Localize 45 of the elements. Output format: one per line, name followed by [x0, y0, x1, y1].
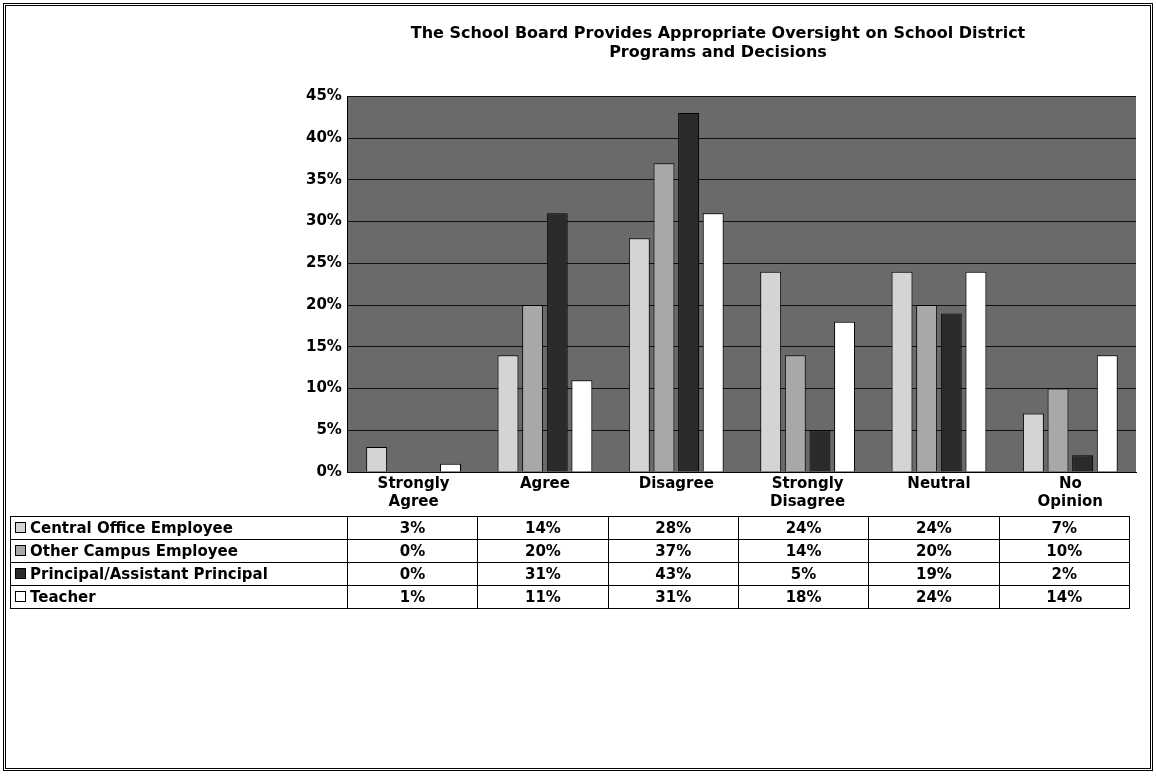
y-tick-label: 40% [306, 128, 342, 147]
x-tick-label: Agree [519, 473, 570, 492]
y-tick-label: 15% [306, 336, 342, 355]
x-tick-label: Strongly Agree [377, 473, 450, 510]
y-tick-label: 10% [306, 378, 342, 397]
y-tick-label: 20% [306, 294, 342, 313]
chart-title: The School Board Provides Appropriate Oversight on School District Programs and Decisions [410, 22, 1026, 61]
y-tick-label: 5% [316, 420, 342, 439]
data-label: 24% [868, 516, 1000, 540]
y-tick-label: 0% [316, 461, 342, 480]
data-label: 1% [347, 585, 478, 609]
data-label: 5% [738, 562, 869, 586]
legend-label: Other Campus Employee [10, 539, 348, 563]
y-tick-label: 25% [306, 253, 342, 272]
data-label: 24% [868, 585, 1000, 609]
data-label: 20% [477, 539, 609, 563]
data-label: 43% [608, 562, 739, 586]
data-label: 28% [608, 516, 739, 540]
y-tick-label: 30% [306, 211, 342, 230]
data-label: 0% [347, 562, 478, 586]
data-label: 31% [477, 562, 609, 586]
legend-label: Principal/Assistant Principal [10, 562, 348, 586]
data-label: 14% [477, 516, 609, 540]
data-label: 19% [868, 562, 1000, 586]
data-label: 14% [738, 539, 869, 563]
data-label: 31% [608, 585, 739, 609]
data-label: 0% [347, 539, 478, 563]
data-label: 18% [738, 585, 869, 609]
x-tick-label: Disagree [638, 473, 714, 492]
data-label: 24% [738, 516, 869, 540]
data-label: 14% [999, 585, 1130, 609]
x-tick-label: Neutral [907, 473, 971, 492]
data-label: 37% [608, 539, 739, 563]
data-label: 20% [868, 539, 1000, 563]
y-tick-label: 45% [306, 86, 342, 105]
legend-label: Teacher [10, 585, 348, 609]
x-tick-label: No Opinion [1037, 473, 1104, 510]
data-label: 3% [347, 516, 478, 540]
data-label: 10% [999, 539, 1130, 563]
data-label: 2% [999, 562, 1130, 586]
x-tick-label: Strongly Disagree [770, 473, 846, 510]
y-tick-label: 35% [306, 169, 342, 188]
data-label: 7% [999, 516, 1130, 540]
data-label: 11% [477, 585, 609, 609]
legend-label: Central Office Employee [10, 516, 348, 540]
